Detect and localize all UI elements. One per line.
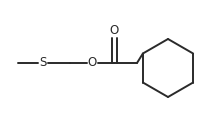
Text: O: O — [109, 24, 119, 37]
Text: S: S — [39, 57, 47, 69]
Text: O: O — [87, 57, 97, 69]
